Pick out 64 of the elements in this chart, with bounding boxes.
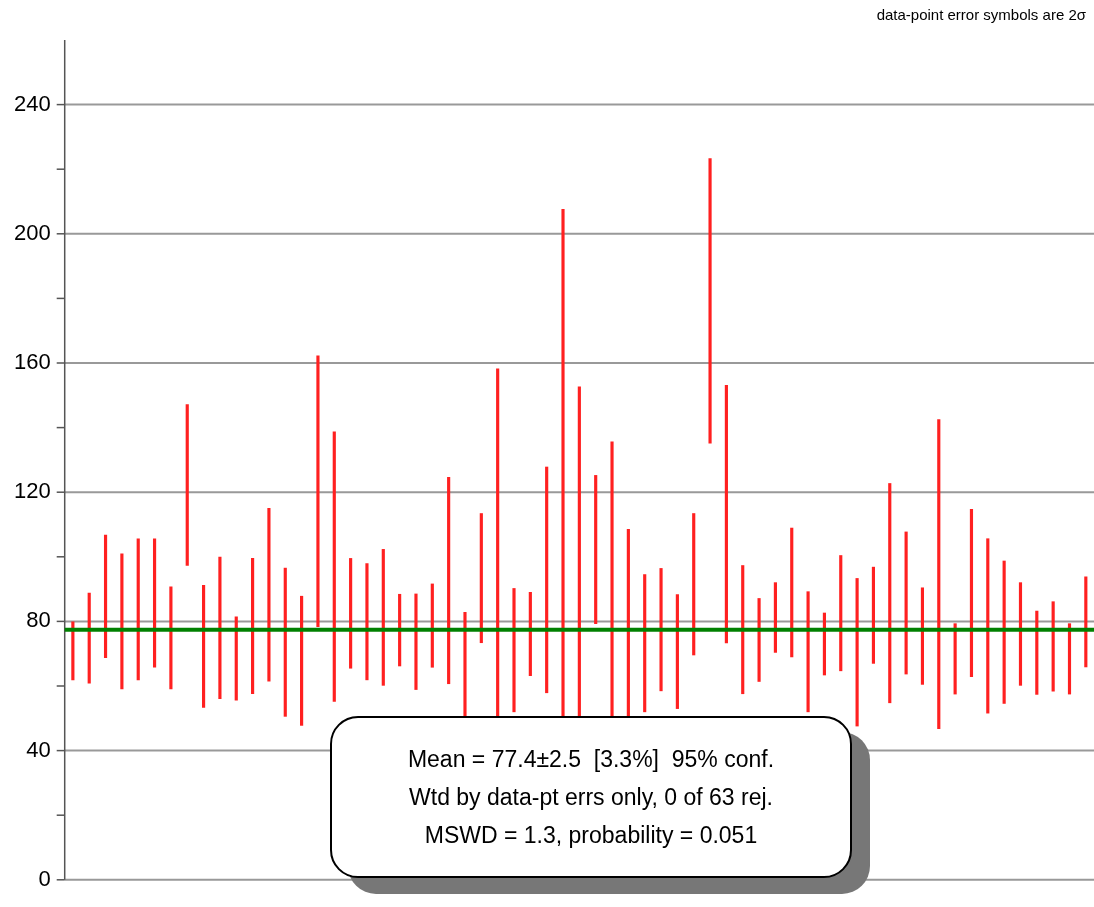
bar xyxy=(218,556,222,699)
text: data-point error symbols are 2σ xyxy=(876,6,1086,23)
annotation: Mean = 77.4±2.5 [3.3%] 95% conf. xyxy=(407,745,775,774)
bar xyxy=(920,587,925,685)
bar xyxy=(332,431,336,702)
bar xyxy=(414,593,418,690)
bar xyxy=(692,513,696,656)
y-tick-label: 120 xyxy=(13,478,51,504)
bar xyxy=(267,508,271,682)
bar xyxy=(773,582,777,653)
bar xyxy=(103,534,108,658)
bar xyxy=(545,466,549,694)
bar xyxy=(757,598,761,682)
bar xyxy=(855,578,859,727)
bar xyxy=(430,583,434,668)
bar xyxy=(806,591,810,713)
bar xyxy=(349,558,353,669)
bar xyxy=(986,538,990,714)
bar xyxy=(120,553,124,690)
bar xyxy=(1051,601,1055,692)
bar xyxy=(1018,582,1023,686)
bar xyxy=(1084,576,1088,668)
bar xyxy=(316,355,320,627)
y-tick-label: 80 xyxy=(26,607,51,633)
y-tick-label: 40 xyxy=(26,736,51,762)
bar xyxy=(659,568,663,692)
annotation: MSWD = 1.3, probability = 0.051 xyxy=(424,821,758,850)
y-tick-label: 0 xyxy=(38,865,51,891)
bar xyxy=(904,531,908,675)
bar xyxy=(87,592,91,684)
y-tick-label: 200 xyxy=(13,219,51,245)
y-tick-label: 160 xyxy=(13,349,51,375)
bar xyxy=(136,538,140,681)
bar xyxy=(839,555,843,672)
bar xyxy=(381,549,385,686)
bar xyxy=(708,158,712,444)
bar xyxy=(871,566,876,664)
bar xyxy=(447,477,451,685)
bar xyxy=(463,612,467,719)
y-tick-label: 240 xyxy=(13,90,51,116)
bar xyxy=(1002,560,1006,704)
annotation: Wtd by data-pt errs only, 0 of 63 rej. xyxy=(409,783,773,812)
bar xyxy=(512,588,516,713)
bar xyxy=(643,574,647,713)
bar xyxy=(724,384,728,644)
bar xyxy=(234,616,238,701)
bar xyxy=(283,567,287,717)
bar xyxy=(675,594,679,709)
bar xyxy=(741,565,745,695)
bar xyxy=(251,558,255,695)
bar xyxy=(1035,610,1039,695)
bar xyxy=(169,586,173,690)
bar xyxy=(152,538,157,668)
bar xyxy=(888,483,892,704)
bar xyxy=(937,419,941,729)
bar xyxy=(969,508,974,677)
bar xyxy=(185,404,189,566)
bar xyxy=(202,584,206,708)
bar xyxy=(365,563,369,681)
bar xyxy=(479,513,483,644)
bar xyxy=(790,527,794,658)
bar xyxy=(594,475,598,624)
bar xyxy=(528,592,532,676)
bar xyxy=(300,595,304,726)
